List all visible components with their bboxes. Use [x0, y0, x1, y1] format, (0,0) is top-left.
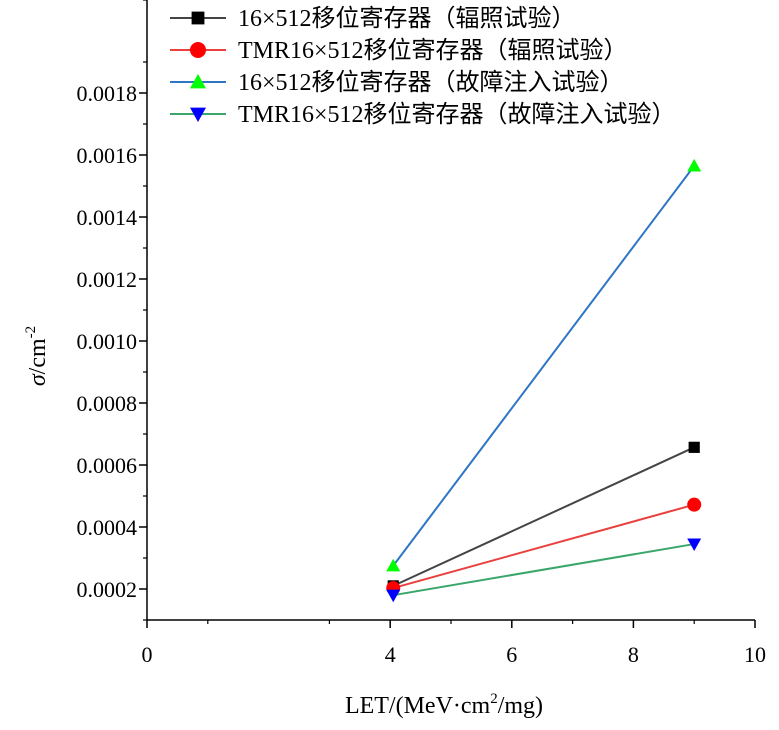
x-tick-label: 8 [628, 642, 639, 667]
series-line [392, 165, 695, 567]
y-tick-label: 0.0016 [77, 143, 138, 168]
legend-entry-1: 16×512移位寄存器（辐照试验） [170, 5, 576, 32]
legend-label: 16×512移位寄存器（故障注入试验） [238, 69, 624, 96]
y-tick-label: 0.0014 [77, 205, 138, 230]
series-layer [386, 158, 702, 603]
legend-label: TMR16×512移位寄存器（辐照试验） [238, 37, 628, 64]
y-tick-label: 0.0008 [77, 391, 138, 416]
x-tick-label: 4 [385, 642, 396, 667]
y-tick-label: 0.0002 [77, 577, 138, 602]
data-point [688, 441, 700, 453]
legend-label: TMR16×512移位寄存器（故障注入试验） [238, 101, 676, 128]
y-axis-title: σ/cm-2 [23, 326, 51, 386]
x-tick-label: 10 [744, 642, 766, 667]
y-tick-label: 0.0012 [77, 267, 138, 292]
y-tick-label: 0.0010 [77, 329, 138, 354]
legend-entry-3: 16×512移位寄存器（故障注入试验） [170, 69, 624, 96]
legend-marker [190, 74, 206, 89]
data-point [386, 589, 401, 603]
legend-marker [191, 11, 205, 25]
legend-entry-4: TMR16×512移位寄存器（故障注入试验） [170, 101, 676, 128]
data-point [687, 497, 702, 512]
y-tick-label: 0.0004 [77, 515, 138, 540]
x-tick-label: 0 [142, 642, 153, 667]
x-tick-label: 6 [506, 642, 517, 667]
series-4 [386, 538, 702, 603]
x-axis-title: LET/(MeV·cm2/mg) [345, 691, 543, 719]
legend-entry-2: TMR16×512移位寄存器（辐照试验） [170, 37, 628, 64]
series-line [392, 503, 695, 590]
y-tick-label: 0.0006 [77, 453, 138, 478]
series-line [393, 543, 695, 597]
y-tick-label: 0.0018 [77, 81, 138, 106]
legend-marker [190, 107, 206, 122]
legend-label: 16×512移位寄存器（辐照试验） [238, 5, 576, 32]
data-point [687, 538, 702, 552]
legend-marker [190, 42, 206, 58]
legend: 16×512移位寄存器（辐照试验） TMR16×512移位寄存器（辐照试验） 16×… [170, 5, 676, 128]
axes: 0.0002 0.0004 0.0006 0.0008 0.0010 0.0012 0.00… [77, 0, 766, 667]
series-3 [386, 158, 702, 572]
data-point [386, 558, 401, 572]
series-line [392, 446, 695, 587]
data-point [687, 158, 702, 172]
